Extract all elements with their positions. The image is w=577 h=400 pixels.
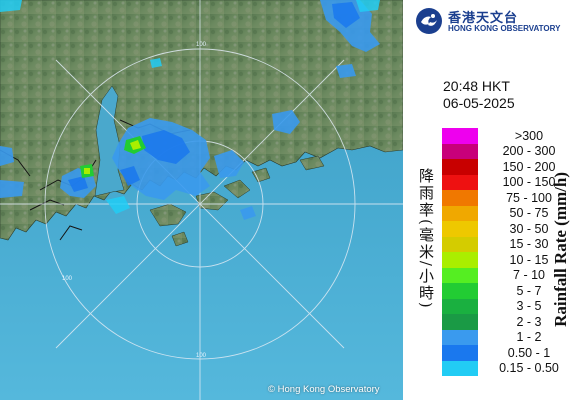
legend-swatch	[442, 360, 478, 376]
legend-swatch	[442, 128, 478, 144]
timestamp: 20:48 HKT 06-05-2025	[443, 78, 515, 112]
legend-swatch	[442, 345, 478, 361]
legend-label: 150 - 200	[502, 159, 556, 174]
legend-label: 5 - 7	[516, 283, 542, 298]
legend-label: 2 - 3	[516, 314, 542, 329]
legend-swatch	[442, 314, 478, 330]
legend-swatch	[442, 329, 478, 345]
legend-label: 75 - 100	[506, 190, 552, 205]
legend-label: 1 - 2	[516, 330, 542, 345]
legend-swatch	[442, 221, 478, 237]
legend-swatch	[442, 236, 478, 252]
legend-swatch	[442, 174, 478, 190]
legend-swatch	[442, 159, 478, 175]
legend-label: >300	[514, 128, 544, 143]
timestamp-time: 20:48 HKT	[443, 78, 510, 94]
rain-echoes	[0, 0, 380, 220]
legend-labels: >300 200 - 300 150 - 200 100 - 150 75 - 100 5…	[484, 128, 574, 376]
radar-map: 100 100 100 © Hong Kong Observatory	[0, 0, 403, 400]
legend-label: 3 - 5	[516, 299, 542, 314]
observatory-name-cn: 香港天文台	[448, 11, 519, 26]
legend-swatch	[442, 205, 478, 221]
legend-label: 0.50 - 1	[507, 345, 551, 360]
legend-swatch	[442, 283, 478, 299]
legend-label: 100 - 150	[502, 175, 556, 190]
legend-title-en: Rainfall Rate (mm/h)	[551, 172, 570, 327]
observatory-logo: 香港天文台 HONG KONG OBSERVATORY	[415, 7, 575, 37]
legend-title-cn: 降雨率(毫米/小時)	[417, 168, 435, 310]
legend-swatch	[442, 298, 478, 314]
info-panel: 香港天文台 HONG KONG OBSERVATORY 20:48 HKT 06…	[403, 0, 577, 400]
legend-label: 10 - 15	[509, 252, 549, 267]
legend-label: 50 - 75	[509, 206, 549, 221]
legend-label: 15 - 30	[509, 237, 549, 252]
hko-emblem-icon	[416, 8, 442, 34]
range-ring-label-west: 100	[62, 276, 73, 282]
legend-label: 7 - 10	[513, 268, 545, 283]
observatory-name-en: HONG KONG OBSERVATORY	[448, 24, 561, 33]
legend-swatch	[442, 190, 478, 206]
legend-color-scale	[442, 128, 478, 376]
range-ring-label-north: 100	[196, 42, 207, 48]
legend-label: 200 - 300	[502, 144, 556, 159]
river-estuary	[94, 85, 125, 197]
legend-label: 0.15 - 0.50	[499, 361, 559, 376]
legend-swatch	[442, 143, 478, 159]
land-islands	[149, 155, 325, 247]
timestamp-date: 06-05-2025	[443, 95, 515, 111]
legend-swatch	[442, 267, 478, 283]
range-ring-label-south: 100	[196, 353, 207, 359]
legend-swatch	[442, 252, 478, 268]
copyright-notice: © Hong Kong Observatory	[268, 384, 380, 395]
legend-label: 30 - 50	[509, 221, 549, 236]
